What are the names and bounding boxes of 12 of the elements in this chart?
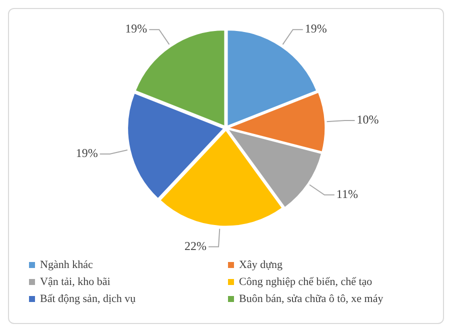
data-label: 19% <box>125 22 148 36</box>
data-label: 11% <box>336 187 358 202</box>
legend-label: Bất động sản, dịch vụ <box>40 293 136 305</box>
data-label: 22% <box>184 238 207 253</box>
legend-label: Công nghiệp chế biến, chế tạo <box>239 276 372 288</box>
data-label: 19% <box>76 146 98 160</box>
legend-label: Vận tải, kho bãi <box>40 276 110 288</box>
data-label: 19% <box>304 22 327 36</box>
legend-label: Buôn bán, sửa chữa ô tô, xe máy <box>239 293 384 305</box>
data-label: 10% <box>356 112 379 127</box>
legend-label: Xây dựng <box>239 259 283 271</box>
legend-label: Ngành khác <box>40 259 93 271</box>
